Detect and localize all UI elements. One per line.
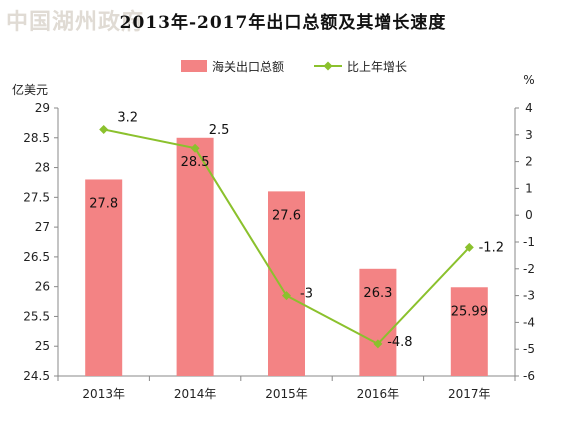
right-tick-label: -2	[523, 262, 535, 276]
legend: 海关出口总额 比上年增长	[181, 59, 407, 74]
left-tick-label: 29	[35, 101, 50, 115]
y2-axis-label: %	[523, 73, 534, 87]
growth-value-label: 3.2	[117, 110, 138, 125]
legend-line-marker	[323, 61, 333, 71]
right-tick-label: -5	[523, 342, 535, 356]
bar-value-label: 28.5	[181, 155, 210, 170]
left-tick-label: 28.5	[23, 131, 50, 145]
right-tick-label: -1	[523, 235, 535, 249]
right-tick-label: -6	[523, 369, 535, 383]
x-tick-label: 2014年	[174, 387, 217, 401]
growth-point	[99, 124, 109, 134]
watermark: 中国湖州政府	[6, 9, 145, 35]
growth-value-label: 2.5	[209, 123, 230, 138]
left-tick-label: 26.5	[23, 250, 50, 264]
bar-value-label: 25.99	[451, 304, 488, 319]
data-labels: 27.8 28.5 27.6 26.3 25.99 3.2 2.5 -3 -4.8 -1.2	[89, 110, 504, 349]
left-tick-label: 26	[35, 280, 50, 294]
growth-value-label: -1.2	[479, 240, 504, 255]
growth-value-label: -4.8	[387, 335, 412, 350]
bar	[268, 191, 305, 376]
legend-line-label: 比上年增长	[347, 60, 407, 74]
right-tick-label: 0	[525, 208, 533, 222]
bar	[359, 268, 397, 376]
right-tick-label: 1	[525, 181, 533, 195]
right-tick-label: -3	[523, 289, 535, 303]
left-tick-label: 27.5	[23, 190, 50, 204]
bar	[450, 287, 488, 376]
bars	[85, 137, 488, 376]
left-tick-label: 25.5	[23, 309, 50, 323]
bar-value-label: 26.3	[363, 286, 392, 301]
axes: 24.5 25 25.5 26 26.5 27 27.5 28 28.5 29 -6 -5 -4 -3 -2…	[12, 73, 535, 401]
growth-line	[99, 124, 474, 349]
left-tick-label: 27	[35, 220, 50, 234]
growth-point	[282, 291, 291, 301]
left-tick-label: 25	[35, 339, 50, 353]
growth-value-label: -3	[300, 287, 313, 302]
x-tick-label: 2016年	[357, 387, 400, 401]
left-tick-label: 24.5	[23, 369, 50, 383]
legend-bar-swatch	[181, 60, 207, 72]
growth-point	[373, 339, 383, 349]
chart-title: 2013年-2017年出口总额及其增长速度	[119, 13, 447, 33]
x-tick-label: 2017年	[448, 387, 491, 401]
right-tick-label: 3	[525, 128, 533, 142]
bar-value-label: 27.8	[89, 196, 118, 211]
right-tick-label: 4	[525, 101, 533, 115]
bar	[176, 137, 214, 376]
right-tick-label: -4	[523, 315, 535, 329]
growth-point	[464, 242, 474, 252]
growth-point	[190, 143, 200, 153]
y-axis-label: 亿美元	[12, 82, 48, 97]
x-tick-label: 2015年	[265, 387, 308, 401]
bar-value-label: 27.6	[272, 208, 301, 223]
x-tick-label: 2013年	[82, 387, 125, 401]
bar	[85, 179, 123, 376]
right-tick-label: 2	[525, 155, 533, 169]
legend-bar-label: 海关出口总额	[212, 59, 284, 74]
left-tick-label: 28	[35, 161, 50, 175]
